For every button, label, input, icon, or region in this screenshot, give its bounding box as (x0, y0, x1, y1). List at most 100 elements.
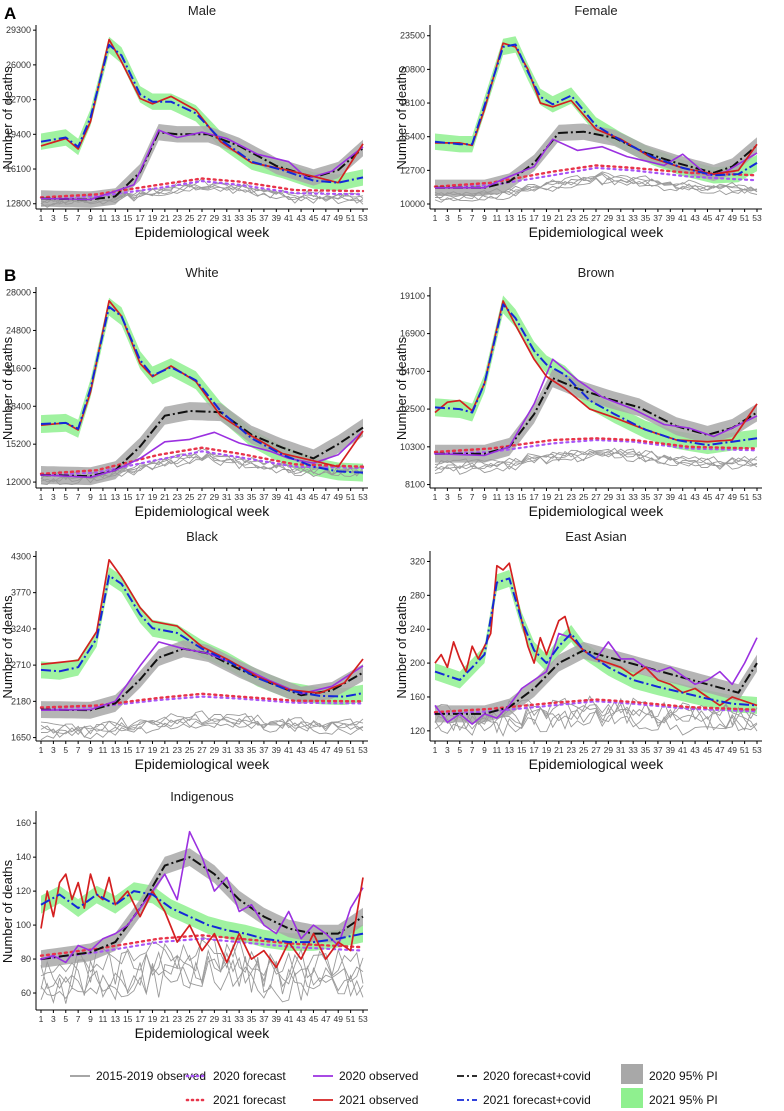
y-axis-label: Number of deaths (0, 859, 15, 963)
x-axis-label: Epidemiological week (529, 503, 665, 519)
x-tick-label: 49 (333, 213, 343, 223)
x-tick-label: 39 (272, 213, 282, 223)
x-tick-label: 47 (321, 1014, 331, 1024)
x-tick-label: 13 (505, 492, 515, 502)
y-tick-label: 100 (16, 920, 31, 930)
x-tick-label: 51 (346, 1014, 356, 1024)
ribbon-2021-pi (41, 36, 363, 191)
series-2021-observed (40, 558, 364, 694)
series-2015-2019-observed (40, 455, 364, 485)
ribbon-2020-pi (41, 402, 363, 486)
y-tick-label: 10300 (400, 442, 425, 452)
x-tick-label: 21 (554, 213, 564, 223)
series-2021-observed (40, 873, 364, 969)
series-2021-forecast-covid (40, 890, 364, 944)
x-tick-label: 33 (234, 213, 244, 223)
series-2021-observed (434, 562, 758, 707)
series-2015-2019-observed (40, 183, 364, 207)
x-tick-label: 5 (457, 492, 462, 502)
y-tick-label: 15400 (400, 132, 425, 142)
x-tick-label: 15 (123, 492, 133, 502)
x-tick-label: 29 (604, 492, 614, 502)
series-2020-forecast (39, 937, 365, 961)
chart-east-asian: East Asian Number of deaths Epidemiologica… (394, 529, 762, 772)
x-tick-label: 53 (358, 492, 368, 502)
x-tick-label: 43 (296, 1014, 306, 1024)
chart-white: White Number of deaths Epidemiological wee… (0, 265, 368, 519)
x-tick-label: 47 (715, 492, 725, 502)
x-axis-label: Epidemiological week (135, 503, 271, 519)
x-tick-label: 27 (591, 492, 601, 502)
y-tick-label: 12800 (6, 199, 31, 209)
y-axis-label: Number of deaths (0, 595, 15, 699)
x-tick-label: 27 (197, 213, 207, 223)
legend-item-2021-forecast-covid: 2021 forecast+covid (457, 1093, 591, 1107)
chart-indigenous: Indigenous Number of deaths Epidemiologica… (0, 789, 368, 1041)
x-tick-label: 37 (653, 213, 663, 223)
series-2015-2019-observed (40, 186, 364, 208)
series-2020-forecast (39, 450, 365, 477)
x-tick-label: 15 (123, 745, 133, 755)
series-2021-forecast (433, 698, 759, 714)
panel-letter-b: B (4, 266, 16, 285)
x-tick-label: 37 (653, 492, 663, 502)
x-tick-label: 3 (445, 492, 450, 502)
x-tick-label: 23 (172, 1014, 182, 1024)
x-tick-label: 25 (579, 213, 589, 223)
series-2015-2019-observed (40, 936, 364, 989)
legend-item-2021-observed: 2021 observed (313, 1093, 418, 1107)
y-tick-label: 23500 (400, 31, 425, 41)
chart-title: Black (186, 529, 218, 544)
x-tick-label: 45 (309, 213, 319, 223)
x-tick-label: 19 (542, 745, 552, 755)
x-tick-label: 5 (457, 745, 462, 755)
x-tick-label: 5 (63, 745, 68, 755)
chart-panels: Male Number of deaths Epidemiological week… (0, 3, 762, 1041)
x-tick-label: 25 (185, 213, 195, 223)
series-2015-2019-observed (434, 452, 758, 475)
series-2021-forecast (433, 437, 759, 454)
x-tick-label: 47 (321, 745, 331, 755)
x-tick-label: 37 (259, 1014, 269, 1024)
x-tick-label: 41 (678, 492, 688, 502)
y-tick-label: 160 (410, 692, 425, 702)
series-2015-2019-observed (434, 176, 758, 202)
y-axis-label: Number of deaths (0, 66, 15, 170)
x-tick-label: 45 (309, 1014, 319, 1024)
series-2015-2019-observed (434, 171, 758, 198)
x-tick-label: 23 (566, 213, 576, 223)
legend-item-2020-forecast-covid: 2020 forecast+covid (457, 1069, 591, 1083)
y-tick-label: 14700 (400, 366, 425, 376)
y-tick-label: 12000 (6, 477, 31, 487)
y-axis-label: Number of deaths (394, 336, 409, 440)
y-tick-label: 160 (16, 818, 31, 828)
series-2021-forecast-covid (434, 303, 758, 447)
chart-male: Male Number of deaths Epidemiological week… (0, 3, 368, 240)
y-tick-label: 80 (21, 954, 31, 964)
y-tick-label: 120 (16, 886, 31, 896)
series-2015-2019-observed (40, 718, 364, 741)
x-tick-label: 19 (148, 745, 158, 755)
y-tick-label: 3240 (11, 624, 31, 634)
x-tick-label: 35 (247, 492, 257, 502)
ribbon-2020-pi (435, 369, 757, 463)
x-tick-label: 19 (542, 213, 552, 223)
x-tick-label: 47 (715, 745, 725, 755)
x-tick-label: 29 (604, 213, 614, 223)
x-axis-label: Epidemiological week (135, 224, 271, 240)
x-tick-label: 3 (51, 213, 56, 223)
x-tick-label: 7 (76, 1014, 81, 1024)
x-tick-label: 45 (309, 745, 319, 755)
legend-label: 2021 95% PI (649, 1093, 718, 1107)
x-tick-label: 17 (529, 492, 539, 502)
legend-item-2020-observed: 2020 observed (313, 1069, 418, 1083)
chart-title: Male (188, 3, 216, 18)
y-tick-label: 21600 (6, 363, 31, 373)
x-tick-label: 41 (284, 745, 294, 755)
series-2021-forecast (39, 446, 365, 475)
x-tick-label: 31 (616, 745, 626, 755)
x-tick-label: 39 (272, 745, 282, 755)
x-tick-label: 13 (111, 745, 121, 755)
y-tick-label: 15200 (6, 439, 31, 449)
